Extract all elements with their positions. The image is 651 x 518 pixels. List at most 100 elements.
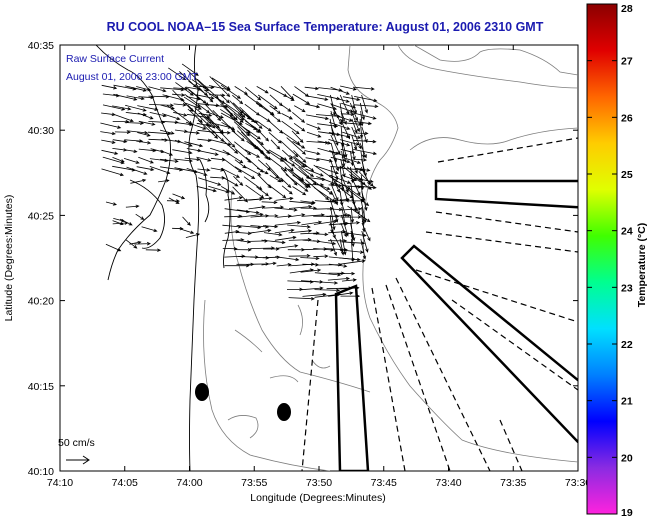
colorbar-tick-label: 21 [621,396,633,408]
current-vector [340,85,357,91]
current-vector [234,86,248,95]
current-vector [306,123,322,130]
current-vector [314,200,339,204]
current-vector [248,228,272,234]
current-vector [328,263,348,268]
current-vector [361,230,369,253]
colorbar-tick-label: 26 [621,112,633,124]
current-vector [351,134,358,151]
current-vector [261,261,277,266]
current-vector [293,155,315,172]
x-tick-label: 73:35 [500,477,526,489]
current-vector [292,186,307,196]
current-vector [112,220,124,226]
current-vector [221,186,236,195]
current-vector [359,102,365,121]
current-vector [350,222,356,242]
contour-line [203,299,331,471]
outlined-boxes [334,179,578,471]
x-axis: 74:10 74:05 74:00 73:55 73:50 73:45 73:40 73:35… [47,45,591,489]
current-vector [100,122,122,129]
current-vector [145,248,162,252]
current-vector [112,105,132,111]
contour-line [413,45,578,76]
current-vector [236,239,252,244]
current-vector [168,67,187,81]
current-vector [327,276,351,281]
current-vector [340,259,366,265]
current-vector [232,102,251,120]
lane-line [395,277,491,471]
current-vector [268,132,282,144]
current-vector [194,107,220,129]
current-vector [135,213,145,220]
current-vector [239,106,263,130]
current-vector [358,171,374,187]
current-vector [340,158,346,178]
current-vector [136,140,152,145]
current-vector [353,112,377,120]
current-vector [137,132,151,137]
current-vector [105,201,118,206]
y-tick-label: 40:10 [28,466,54,478]
current-vector [129,240,142,245]
colorbar-tick-label: 22 [621,339,633,351]
current-vector [304,150,321,156]
current-vector [136,166,155,172]
current-vector [217,99,238,121]
current-vector [330,110,337,129]
current-vector [158,179,170,183]
current-vector [328,291,354,297]
current-vector [285,173,309,192]
current-vector [294,159,306,168]
current-vector [349,102,358,122]
current-vector [359,142,367,159]
current-vector [340,198,347,218]
current-vector [256,186,269,197]
current-vector [168,197,180,204]
current-vector [329,198,339,223]
colorbar-tick-label: 24 [621,226,633,238]
current-vector [235,231,252,236]
current-vector [185,131,201,135]
current-vector [274,235,297,241]
current-vector [173,158,193,163]
legend-current-label: Raw Surface Current [66,53,164,65]
current-vector [330,206,336,231]
current-vector [361,126,368,144]
current-vector [172,149,193,155]
current-vector [102,104,126,111]
x-tick-label: 74:10 [47,477,73,489]
current-vector [276,263,292,267]
current-vector [224,208,251,214]
current-vector [342,96,361,101]
buoy-marker [277,403,291,421]
current-vector [353,149,377,156]
coastline-west [95,45,171,281]
current-vector [267,184,287,199]
current-vector [300,206,318,211]
lane-line [415,269,578,323]
current-vector [269,174,282,183]
current-vector [286,137,306,155]
current-vector [101,84,118,90]
shipping-lane-lines [301,137,578,471]
current-vector [105,243,122,252]
current-vector [114,130,131,134]
current-vector [314,272,342,277]
current-vector [159,129,175,135]
current-vector [341,278,357,282]
current-vector [162,94,185,102]
current-vector [184,141,204,148]
current-vector [191,79,210,92]
current-vector [188,80,209,96]
current-vector [354,185,377,190]
current-vector [281,149,293,160]
current-vector [101,139,116,144]
current-vector [188,89,210,106]
current-vector [261,200,278,205]
current-vector [248,196,273,201]
colorbar: 28 27 26 25 24 23 22 21 20 19 Temperature (°C) [586,3,648,518]
current-vector [360,238,367,260]
current-vector [134,241,151,246]
